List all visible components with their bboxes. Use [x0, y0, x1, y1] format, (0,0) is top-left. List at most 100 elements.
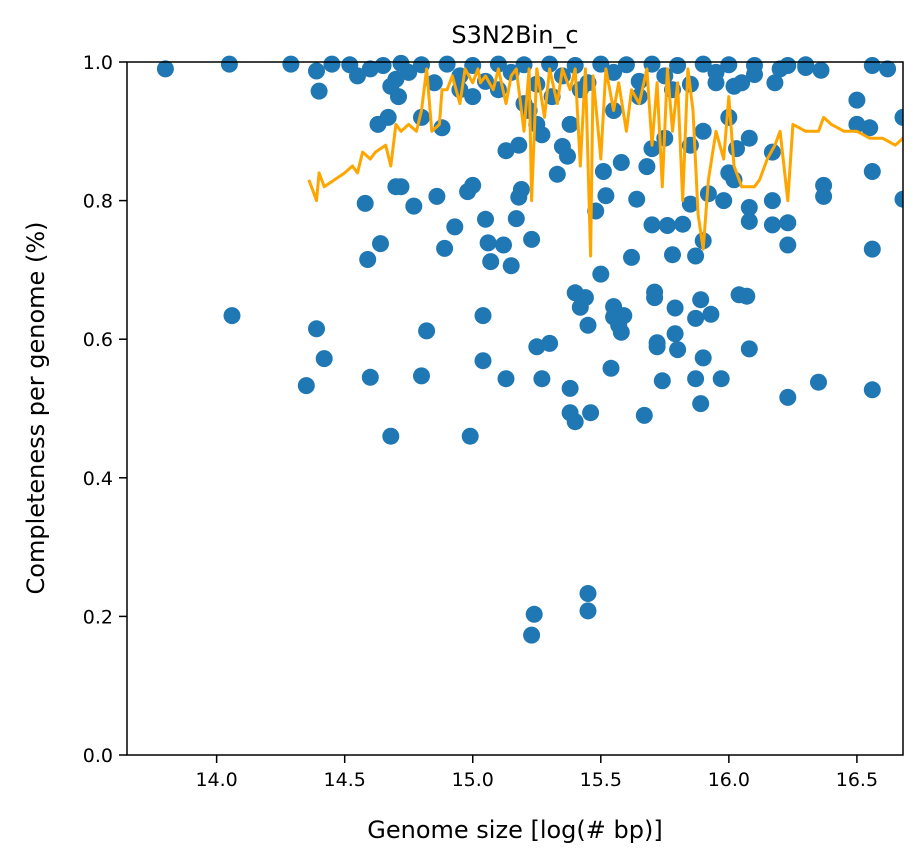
scatter-point — [561, 379, 579, 397]
scatter-point — [523, 626, 541, 644]
scatter-point — [863, 381, 881, 399]
scatter-point — [763, 216, 781, 234]
y-axis-label: Completeness per genome (%) — [22, 222, 50, 595]
scatter-point — [223, 307, 241, 325]
scatter-point — [763, 192, 781, 210]
scatter-point — [548, 165, 566, 183]
scatter-point — [433, 119, 451, 137]
scatter-point — [413, 367, 430, 385]
scatter-point — [359, 251, 377, 268]
scatter-point — [720, 56, 738, 74]
scatter-point — [428, 187, 446, 205]
scatter-point — [392, 178, 410, 196]
scatter-point — [479, 234, 497, 252]
y-tick-label: 0.8 — [83, 191, 113, 213]
scatter-point — [863, 163, 881, 180]
scatter-point — [489, 55, 507, 73]
scatter-point — [720, 108, 738, 126]
scatter-point — [592, 265, 610, 283]
scatter-point — [372, 235, 389, 253]
scatter-point — [746, 66, 763, 83]
scatter-point — [702, 305, 720, 323]
scatter-point — [379, 108, 397, 126]
scatter-point — [707, 63, 725, 81]
x-tick-label: 15.0 — [452, 769, 494, 791]
y-tick-label: 0.2 — [83, 606, 113, 628]
scatter-point — [533, 126, 551, 144]
scatter-point — [541, 334, 559, 352]
scatter-point — [497, 142, 515, 160]
scatter-point — [579, 585, 597, 602]
scatter-point — [692, 291, 710, 309]
scatter-point — [687, 309, 705, 327]
plot-frame — [126, 61, 904, 756]
scatter-point — [664, 246, 681, 264]
scatter-point — [630, 88, 648, 106]
scatter-point — [579, 316, 597, 334]
scatter-point — [482, 253, 500, 271]
scatter-point — [653, 372, 671, 390]
x-tick-label: 16.5 — [836, 769, 878, 791]
scatter-point — [495, 236, 512, 254]
scatter-point — [512, 181, 530, 198]
scatter-point — [779, 214, 797, 232]
scatter-point — [349, 67, 366, 85]
scatter-point — [643, 216, 661, 234]
scatter-point — [712, 370, 730, 388]
scatter-point — [405, 197, 423, 215]
scatter-point — [533, 370, 551, 388]
x-tick-label: 14.5 — [324, 769, 366, 791]
scatter-point — [400, 63, 418, 81]
scatter-point — [879, 60, 897, 78]
scatter-point — [612, 154, 630, 171]
scatter-point — [656, 67, 674, 85]
scatter-point — [528, 338, 546, 356]
scatter-point — [738, 287, 756, 305]
scatter-point — [461, 427, 479, 445]
scatter-point — [615, 307, 633, 325]
scatter-point — [382, 77, 400, 95]
scatter-point — [464, 88, 482, 106]
trend-line — [307, 67, 903, 258]
scatter-point — [658, 217, 676, 234]
plot-area — [156, 54, 903, 644]
scatter-point — [740, 199, 758, 216]
scatter-point — [628, 190, 646, 208]
scatter-point — [771, 60, 789, 78]
scatter-point — [740, 212, 758, 230]
scatter-point — [646, 289, 664, 307]
scatter-point — [666, 299, 684, 317]
scatter-point — [510, 136, 528, 154]
scatter-point — [579, 602, 597, 620]
scatter-point — [477, 210, 494, 228]
scatter-point — [694, 55, 712, 73]
scatter-point — [694, 122, 712, 140]
scatter-point — [566, 413, 584, 431]
scatter-point — [561, 115, 579, 133]
x-tick-label: 15.5 — [580, 769, 622, 791]
scatter-point — [474, 307, 492, 325]
y-tick-label: 0.4 — [83, 468, 113, 490]
scatter-point — [815, 187, 833, 205]
scatter-point — [436, 239, 454, 257]
scatter-point — [681, 195, 699, 213]
scatter-point — [374, 57, 392, 74]
scatter-point — [766, 74, 784, 92]
chart-title: S3N2Bin_c — [451, 21, 578, 49]
x-axis: 14.0 14.5 15.0 15.5 16.0 16.5 — [195, 755, 878, 791]
scatter-point — [861, 119, 879, 137]
y-tick-label: 0.0 — [83, 745, 113, 767]
scatter-point — [474, 352, 492, 370]
scatter-point — [356, 194, 374, 212]
scatter-point — [779, 388, 797, 406]
y-tick-label: 1.0 — [83, 52, 113, 74]
scatter-point — [617, 56, 635, 74]
y-tick-label: 0.6 — [83, 329, 113, 351]
scatter-point — [438, 55, 456, 73]
scatter-point — [623, 248, 640, 266]
scatter-point — [446, 218, 464, 236]
scatter-point — [779, 236, 797, 254]
scatter-point — [638, 158, 656, 176]
scatter-point — [733, 74, 751, 92]
